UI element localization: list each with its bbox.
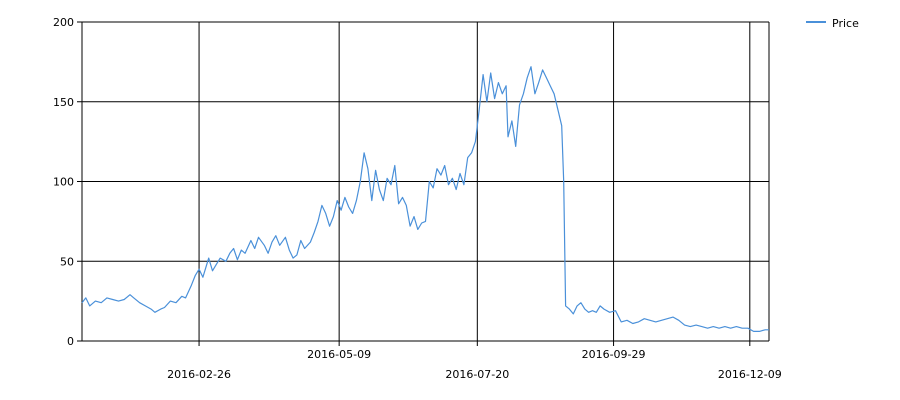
x-tick-label: 2016-12-09 [718, 368, 782, 381]
y-tick-label: 150 [53, 96, 74, 109]
y-tick-label: 100 [53, 176, 74, 189]
y-axis-tick-labels: 0 50 100 150 200 [53, 16, 74, 348]
x-axis-tick-labels: 2016-02-26 2016-05-09 2016-07-20 2016-09-29… [167, 348, 782, 381]
y-tick-label: 0 [67, 335, 74, 348]
x-tick-label: 2016-02-26 [167, 368, 231, 381]
y-tick-label: 50 [60, 255, 74, 268]
x-tick-label: 2016-07-20 [445, 368, 509, 381]
series-layer [81, 66, 769, 332]
grid-lines [82, 21, 769, 341]
series-line-price [81, 66, 769, 332]
legend: Price [806, 17, 859, 30]
x-tick-label: 2016-05-09 [307, 348, 371, 361]
x-tick-label: 2016-09-29 [582, 348, 646, 361]
legend-label-price: Price [832, 17, 859, 30]
y-tick-label: 200 [53, 16, 74, 29]
axes [77, 21, 770, 346]
